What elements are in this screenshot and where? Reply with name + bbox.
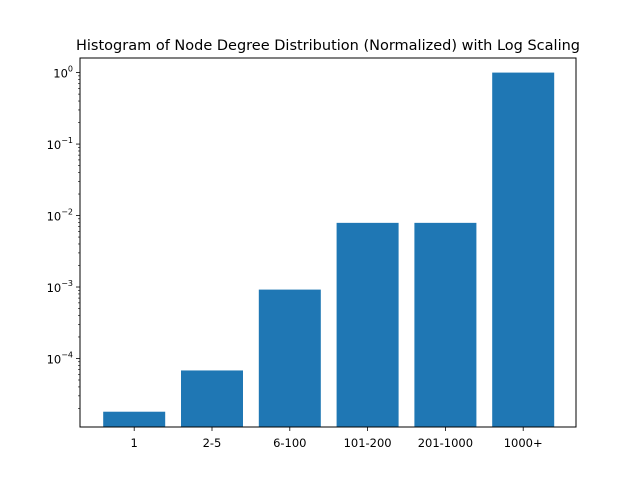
plot-frame bbox=[79, 57, 577, 428]
x-axis: 1 2-5 6-100 101-200 201-1000 1000+ bbox=[131, 427, 543, 450]
bar-0 bbox=[103, 411, 166, 427]
y-axis: 10−4 10−3 10−2 10−1 100 bbox=[47, 65, 80, 366]
x-tick-label: 6-100 bbox=[273, 436, 306, 450]
y-tick-label: 10−3 bbox=[47, 279, 73, 295]
x-tick-label: 101-200 bbox=[344, 436, 392, 450]
x-tick-label: 201-1000 bbox=[418, 436, 473, 450]
y-tick-label: 100 bbox=[53, 65, 73, 81]
x-tick-label: 1 bbox=[131, 436, 138, 450]
bar-2 bbox=[258, 289, 321, 427]
bar-5 bbox=[492, 72, 555, 428]
y-tick-label: 10−2 bbox=[47, 208, 73, 224]
y-tick-label: 10−4 bbox=[47, 350, 73, 366]
chart-title: Histogram of Node Degree Distribution (N… bbox=[76, 38, 580, 54]
x-tick-label: 2-5 bbox=[203, 436, 222, 450]
bar-4 bbox=[414, 222, 477, 427]
bars bbox=[103, 72, 555, 428]
bar-1 bbox=[181, 370, 243, 427]
x-tick-label: 1000+ bbox=[504, 436, 543, 450]
y-tick-label: 10−1 bbox=[47, 136, 73, 152]
bar-3 bbox=[336, 222, 399, 427]
